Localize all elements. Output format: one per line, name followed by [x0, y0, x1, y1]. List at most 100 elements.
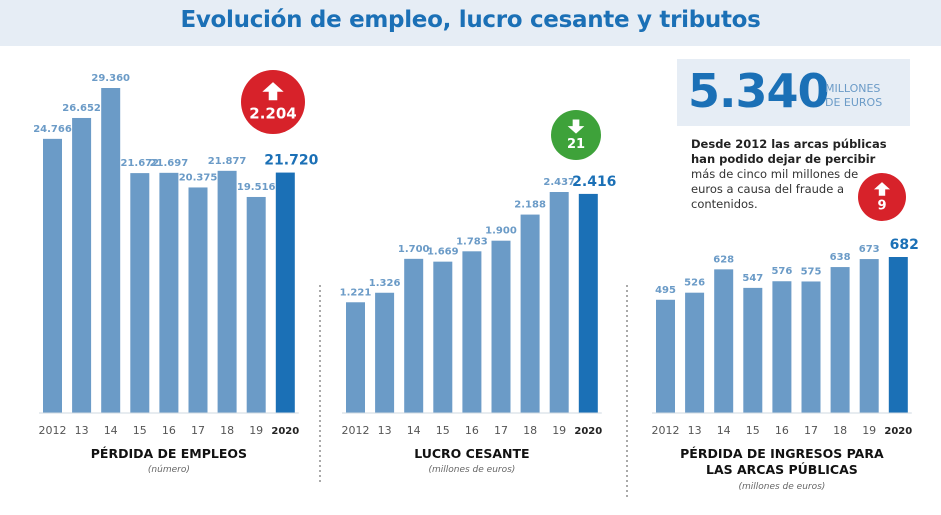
chart1-bar: [72, 117, 92, 413]
chart2-tick-label: 19: [552, 424, 566, 437]
chart3-bar: [888, 257, 908, 413]
chart3-bar: [685, 292, 705, 413]
chart2-change-badge: [551, 110, 601, 160]
highlight-text: Desde 2012 las arcas públicas han podido…: [691, 137, 891, 212]
chart3-data-label: 526: [684, 278, 705, 289]
chart2-tick-label: 14: [407, 424, 421, 437]
arrow-down-icon: [567, 119, 585, 134]
chart3-data-label: 547: [742, 273, 763, 284]
chart2-data-label: 2.188: [514, 200, 546, 211]
chart2-tick-label: 16: [465, 424, 479, 437]
chart2-subtitle: (millones de euros): [428, 465, 515, 475]
chart1-data-label: 21.697: [150, 158, 189, 169]
chart1-tick-label: 17: [191, 424, 205, 437]
chart2-tick-label: 17: [494, 424, 508, 437]
chart1-bar: [159, 172, 179, 413]
chart2-data-label: 2.416: [572, 174, 616, 190]
chart2-bar: [404, 258, 424, 413]
chart2-data-label: 1.669: [427, 247, 459, 258]
chart2-bar: [375, 292, 395, 413]
chart3-bar: [743, 287, 763, 413]
chart2-bar: [433, 261, 453, 413]
arrow-up-icon: [874, 182, 890, 196]
highlight-box: [677, 59, 910, 126]
chart1-change-badge: [241, 70, 305, 134]
chart3-bar: [772, 281, 792, 413]
chart3-title: PÉRDIDA DE INGRESOS PARA: [680, 446, 884, 461]
chart1-tick-label: 2020: [271, 426, 299, 437]
chart1-data-label: 29.360: [91, 73, 130, 84]
chart2-bar: [346, 302, 365, 413]
chart3-tick-label: 16: [775, 424, 789, 437]
chart2-change-value: 21: [567, 137, 585, 152]
chart2-tick-label: 13: [378, 424, 392, 437]
chart1-data-label: 24.766: [33, 124, 72, 135]
chart3-tick-label: 19: [862, 424, 876, 437]
highlight-unit-line2: DE EUROS: [825, 96, 883, 109]
chart2-tick-label: 2020: [574, 426, 602, 437]
chart1-data-label: 21.720: [264, 153, 318, 169]
chart3-tick-label: 2012: [652, 424, 680, 437]
chart3-tick-label: 14: [717, 424, 731, 437]
chart1-data-label: 21.877: [208, 156, 247, 167]
chart3-tick-label: 2020: [884, 426, 912, 437]
chart3-data-label: 576: [771, 266, 792, 277]
chart1-tick-label: 18: [220, 424, 234, 437]
chart2-data-label: 1.221: [340, 287, 372, 298]
chart3-tick-label: 17: [804, 424, 818, 437]
chart3-data-label: 575: [801, 266, 822, 277]
arrow-up-icon: [262, 82, 284, 101]
chart3-data-label: 682: [890, 237, 919, 253]
chart3-tick-label: 15: [746, 424, 760, 437]
chart3-change-badge: [858, 173, 906, 221]
chart1-data-label: 21.672: [121, 158, 160, 169]
chart3-data-label: 673: [859, 244, 880, 255]
chart1-bar: [43, 138, 62, 413]
chart2-bar: [520, 214, 540, 413]
highlight-unit-line1: MILLONES: [825, 82, 881, 95]
highlight-unit: MILLONES DE EUROS: [825, 82, 905, 110]
chart1-tick-label: 14: [104, 424, 118, 437]
chart2-data-label: 1.900: [485, 226, 517, 237]
chart3-data-label: 495: [655, 285, 676, 296]
chart2-bar: [491, 240, 511, 413]
chart3-bar: [656, 299, 675, 413]
chart2-title: LUCRO CESANTE: [414, 446, 529, 461]
chart2-data-label: 2.437: [543, 177, 575, 188]
chart1-subtitle: (número): [148, 465, 190, 475]
title-banner: [0, 0, 941, 46]
chart2-tick-label: 18: [523, 424, 537, 437]
chart1-change-value: 2.204: [249, 105, 296, 123]
chart1-bar: [246, 196, 266, 413]
chart1-bar: [217, 170, 237, 413]
chart1-tick-label: 15: [133, 424, 147, 437]
chart1-data-label: 20.375: [179, 172, 218, 183]
chart3-data-label: 638: [830, 252, 851, 263]
chart1-bar: [130, 173, 150, 413]
chart2-data-label: 1.700: [398, 244, 430, 255]
chart2-tick-label: 15: [436, 424, 450, 437]
chart2-bar: [549, 192, 569, 413]
chart3-bar: [859, 259, 879, 413]
chart1-title: PÉRDIDA DE EMPLEOS: [91, 446, 247, 461]
chart1-tick-label: 19: [249, 424, 263, 437]
chart3-tick-label: 13: [688, 424, 702, 437]
chart2-bar: [578, 193, 598, 413]
chart3-change-value: 9: [877, 198, 886, 213]
chart1-tick-label: 16: [162, 424, 176, 437]
highlight-value: 5.340: [688, 64, 830, 118]
chart2-tick-label: 2012: [342, 424, 370, 437]
page-title: Evolución de empleo, lucro cesante y tri…: [180, 7, 761, 33]
highlight-text-bold: Desde 2012 las arcas públicas han podido…: [691, 137, 887, 166]
chart1-bar: [101, 88, 121, 413]
chart2-data-label: 1.783: [456, 236, 488, 247]
chart3-data-label: 628: [713, 254, 734, 265]
highlight-text-rest: más de cinco mil millones de euros a cau…: [691, 167, 859, 211]
chart1-bar: [188, 187, 208, 413]
chart3-tick-label: 18: [833, 424, 847, 437]
chart3-title: LAS ARCAS PÚBLICAS: [706, 462, 858, 477]
chart1-bar: [275, 172, 295, 413]
chart3-subtitle: (millones de euros): [738, 482, 825, 492]
chart2-bar: [462, 251, 482, 413]
